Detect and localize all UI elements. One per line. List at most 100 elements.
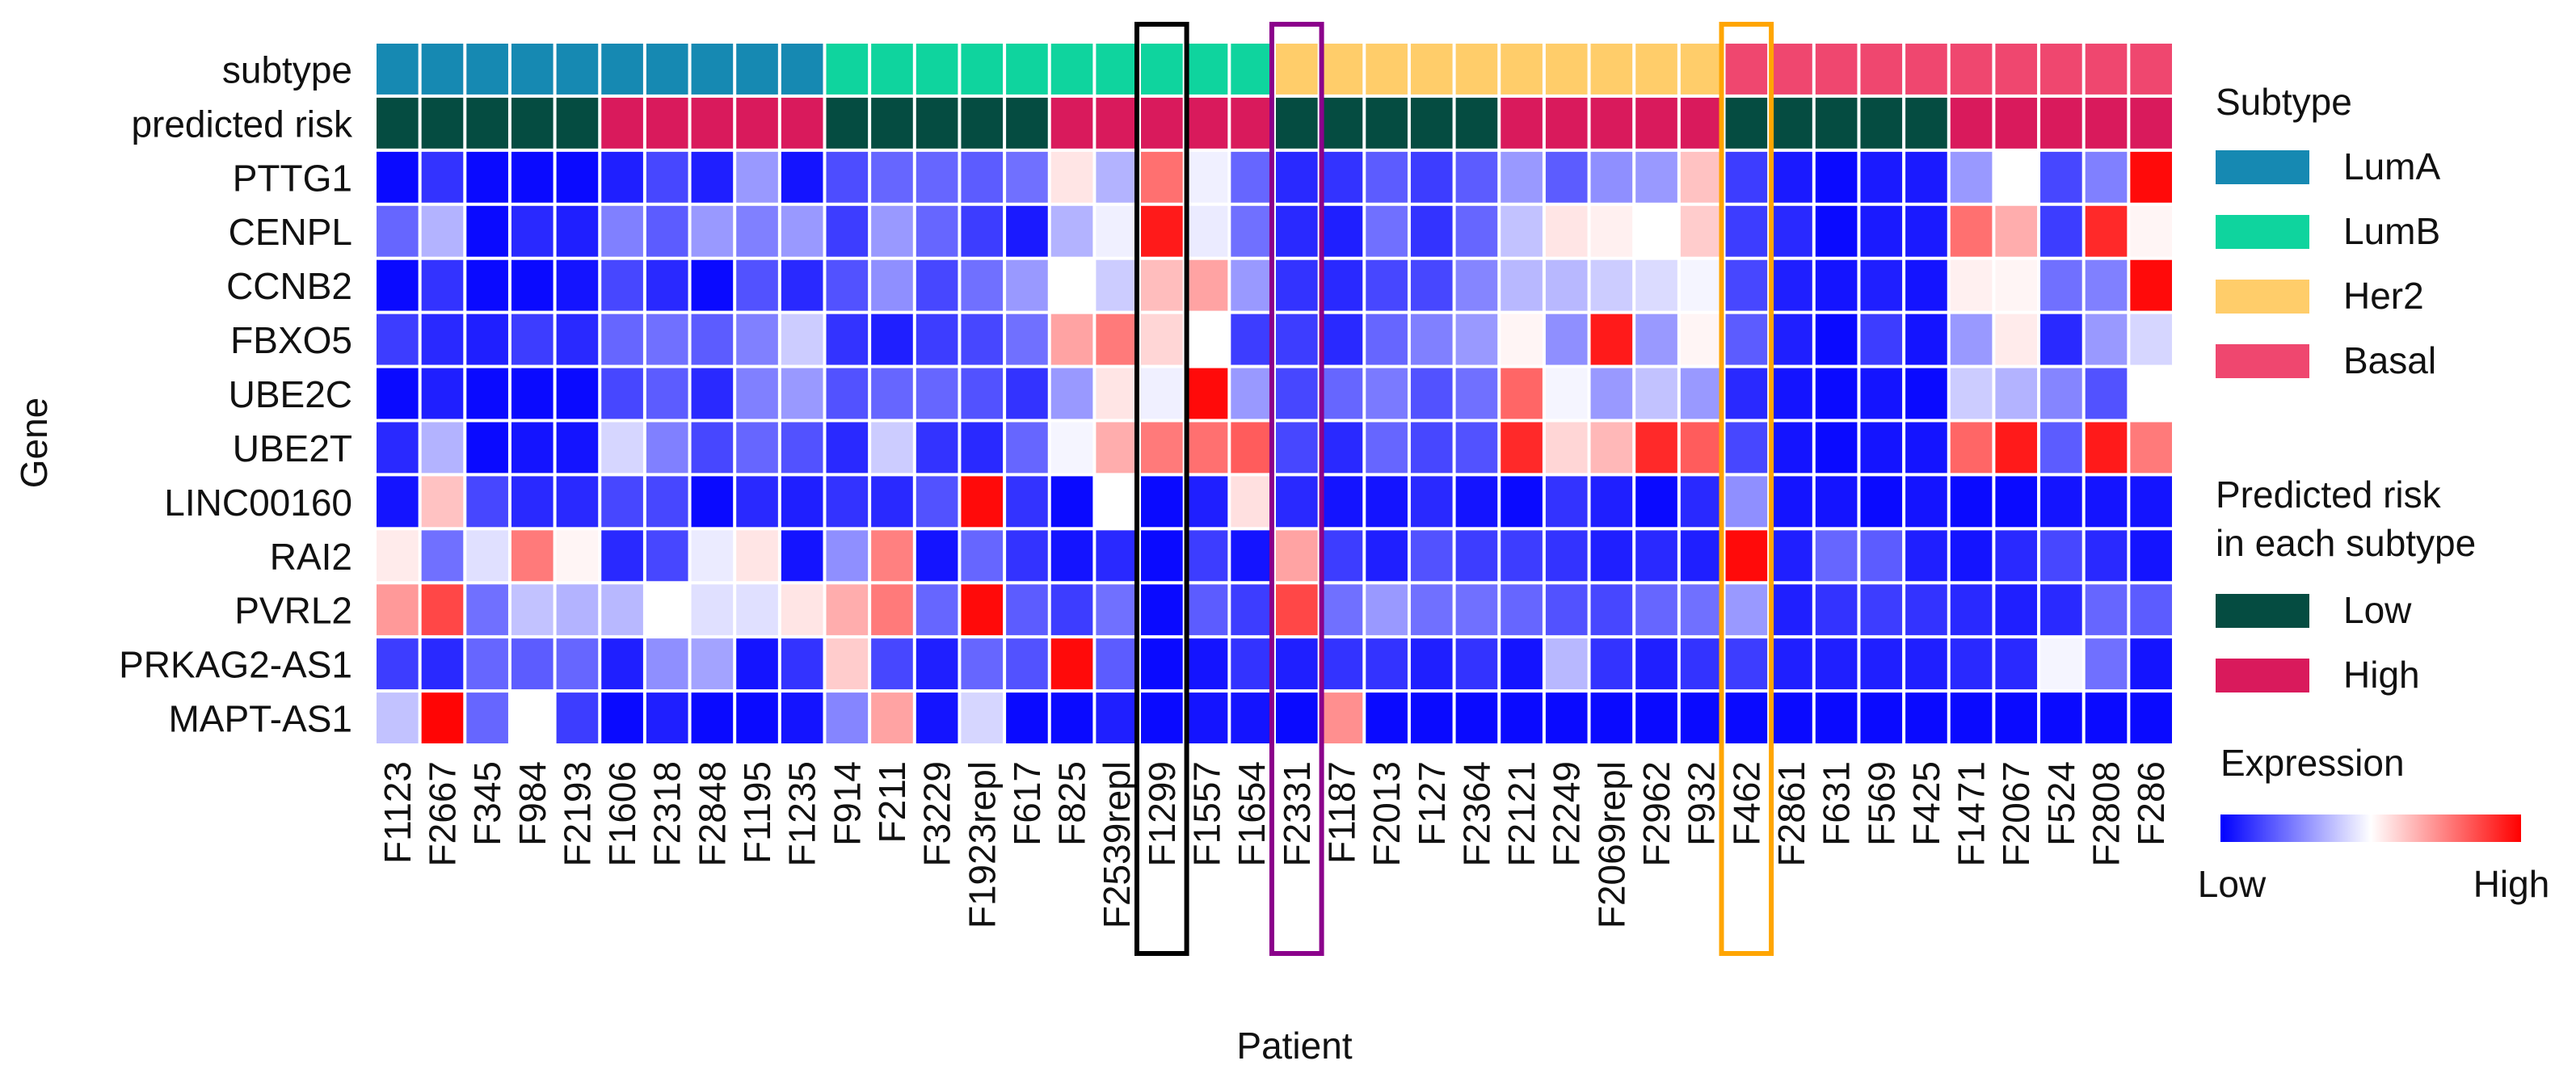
heatmap-cell xyxy=(1231,205,1273,257)
annotation-row-label: subtype xyxy=(222,49,352,91)
annotation-cell xyxy=(1770,44,1812,95)
annotation-cell xyxy=(1545,97,1588,149)
patient-label: F2848 xyxy=(691,761,733,866)
heatmap-cell xyxy=(646,422,688,474)
patient-label: F211 xyxy=(871,761,913,843)
heatmap-cell xyxy=(1096,314,1139,365)
heatmap-cell xyxy=(511,314,554,365)
legend-label: LumA xyxy=(2343,145,2440,187)
heatmap-cell xyxy=(1545,368,1588,419)
heatmap-cell xyxy=(961,692,1004,743)
heatmap-cell xyxy=(1141,530,1183,582)
heatmap-cell xyxy=(1725,205,1768,257)
annotation-cell xyxy=(377,44,419,95)
legend-risk-entries: Low High xyxy=(2216,589,2420,696)
heatmap-cell xyxy=(1276,584,1318,636)
heatmap-cell xyxy=(1050,205,1093,257)
patient-label: F984 xyxy=(511,761,554,846)
patient-label: F2861 xyxy=(1770,761,1812,866)
highlight-box xyxy=(1269,22,1324,956)
heatmap-cell xyxy=(1860,584,1903,636)
annotation-cell xyxy=(1231,44,1273,95)
heatmap-cell xyxy=(961,368,1004,419)
heatmap-cell xyxy=(1455,692,1498,743)
annotation-cell xyxy=(1096,44,1139,95)
heatmap-cell xyxy=(961,205,1004,257)
annotation-cell xyxy=(826,97,869,149)
heatmap-cell xyxy=(1501,314,1543,365)
heatmap-cell xyxy=(871,476,913,528)
heatmap-cell xyxy=(556,584,599,636)
heatmap-cell xyxy=(556,314,599,365)
heatmap-cell xyxy=(691,314,734,365)
heatmap-cell xyxy=(1006,584,1048,636)
heatmap-cell xyxy=(1185,259,1228,311)
heatmap-cell xyxy=(1006,151,1048,203)
heatmap-cell xyxy=(1950,638,1993,690)
heatmap-cell xyxy=(1006,314,1048,365)
heatmap-cell xyxy=(1455,151,1498,203)
heatmap-cell xyxy=(1185,530,1228,582)
heatmap-cell xyxy=(1905,259,1947,311)
heatmap-cell xyxy=(646,638,688,690)
heatmap-cell xyxy=(1096,584,1139,636)
patient-label: F1123 xyxy=(377,761,419,864)
legend-label: High xyxy=(2343,654,2420,696)
heatmap-cell xyxy=(1680,692,1723,743)
heatmap-cell xyxy=(1905,205,1947,257)
heatmap-cell xyxy=(646,692,688,743)
heatmap-cell xyxy=(871,584,913,636)
heatmap-cell xyxy=(1276,530,1318,582)
heatmap-cell xyxy=(601,692,643,743)
x-axis-title: Patient xyxy=(1236,1025,1352,1067)
heatmap-cell xyxy=(736,638,778,690)
heatmap-cell xyxy=(2130,422,2172,474)
heatmap-cell xyxy=(1366,368,1408,419)
heatmap-cell xyxy=(915,422,958,474)
annotation-cell xyxy=(1006,44,1048,95)
patient-label: F286 xyxy=(2130,761,2172,846)
heatmap-cell xyxy=(781,476,823,528)
legend-label: LumB xyxy=(2343,210,2440,252)
annotation-cell xyxy=(1905,97,1947,149)
patient-label: F2069repl xyxy=(1590,761,1632,928)
patient-label: F127 xyxy=(1411,761,1453,846)
heatmap-cell xyxy=(1231,151,1273,203)
annotation-cell xyxy=(646,97,688,149)
heatmap-cell xyxy=(1995,530,2038,582)
heatmap-cell xyxy=(556,530,599,582)
heatmap-cell xyxy=(466,422,508,474)
legend-label: Her2 xyxy=(2343,275,2424,317)
annotation-cell xyxy=(1905,44,1947,95)
heatmap-cell xyxy=(556,368,599,419)
heatmap-cell xyxy=(1995,584,2038,636)
heatmap-cell xyxy=(1366,692,1408,743)
patient-label: F2067 xyxy=(1995,761,2037,866)
heatmap-cell xyxy=(1410,584,1453,636)
heatmap-cell xyxy=(1725,151,1768,203)
patient-label: F345 xyxy=(466,761,508,846)
patient-label: F914 xyxy=(826,761,868,846)
heatmap-cell xyxy=(1815,151,1858,203)
heatmap-cell xyxy=(1231,314,1273,365)
heatmap-cell xyxy=(1545,259,1588,311)
heatmap-cell xyxy=(421,638,464,690)
heatmap-cell xyxy=(915,151,958,203)
annotation-cell xyxy=(781,97,823,149)
annotation-cell xyxy=(466,44,508,95)
heatmap-cell xyxy=(601,422,643,474)
patient-label: F1235 xyxy=(781,761,823,866)
heatmap-cell xyxy=(1635,476,1677,528)
heatmap-cell xyxy=(1905,476,1947,528)
gene-label: MAPT-AS1 xyxy=(168,698,352,740)
annotation-cell xyxy=(1860,44,1903,95)
heatmap-cell xyxy=(2130,530,2172,582)
annotation-cell xyxy=(961,44,1004,95)
heatmap-cell xyxy=(1050,476,1093,528)
patient-label: F1299 xyxy=(1141,761,1183,866)
annotation-cell xyxy=(1860,97,1903,149)
heatmap-cell xyxy=(1006,205,1048,257)
heatmap-cell xyxy=(1410,259,1453,311)
heatmap-cell xyxy=(377,638,419,690)
heatmap-cell xyxy=(421,314,464,365)
